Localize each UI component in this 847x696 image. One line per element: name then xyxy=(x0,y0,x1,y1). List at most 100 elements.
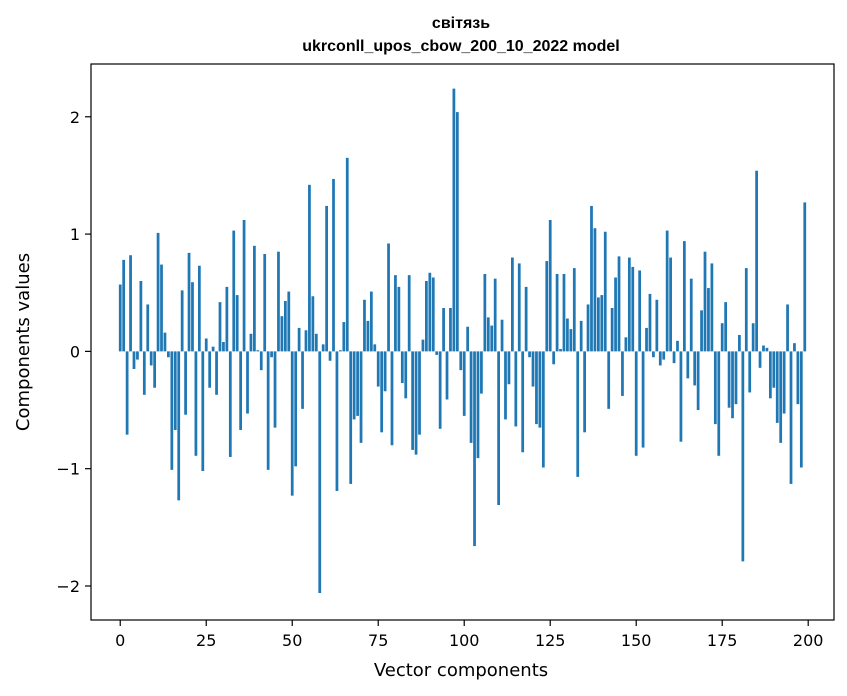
bar xyxy=(425,281,428,352)
bar xyxy=(253,245,256,352)
bar xyxy=(404,351,408,399)
bar xyxy=(421,339,425,352)
bar xyxy=(796,351,800,405)
bar xyxy=(290,351,294,496)
bar xyxy=(373,344,377,352)
bar xyxy=(191,282,194,352)
bar xyxy=(741,351,745,562)
bar xyxy=(693,351,697,386)
bar xyxy=(177,351,181,501)
bar xyxy=(717,351,721,456)
bar xyxy=(696,351,700,411)
bar xyxy=(266,351,270,470)
bar xyxy=(490,325,494,352)
bar xyxy=(621,351,624,396)
bar xyxy=(679,351,683,442)
bar xyxy=(538,351,542,428)
bar xyxy=(586,304,590,352)
bar xyxy=(703,251,707,352)
bar xyxy=(418,351,421,435)
bar xyxy=(376,351,380,387)
bar xyxy=(772,351,776,388)
bar xyxy=(686,351,690,379)
bar xyxy=(139,281,143,352)
bar xyxy=(170,351,174,470)
bar xyxy=(641,351,645,448)
bar xyxy=(342,322,346,352)
bar xyxy=(793,343,796,352)
bar xyxy=(655,299,659,352)
bar xyxy=(118,284,122,352)
bar xyxy=(218,302,222,352)
bar xyxy=(528,351,531,358)
bar xyxy=(184,351,187,415)
x-tick-label: 100 xyxy=(449,631,480,650)
bar xyxy=(514,351,518,427)
bar xyxy=(211,346,215,352)
bar xyxy=(535,351,538,425)
bar xyxy=(720,323,724,352)
bar xyxy=(486,317,490,352)
bar xyxy=(387,243,390,352)
bar xyxy=(569,329,573,352)
bar xyxy=(297,327,301,352)
bar xyxy=(617,256,621,352)
bar xyxy=(352,351,356,420)
bar xyxy=(524,286,528,352)
bar xyxy=(239,351,243,430)
bar xyxy=(438,351,442,429)
bar xyxy=(799,351,803,468)
bar xyxy=(270,351,273,358)
bar xyxy=(273,351,277,428)
bar xyxy=(627,257,631,352)
bar xyxy=(507,351,511,385)
bar xyxy=(483,273,487,352)
bar xyxy=(689,278,693,352)
bar xyxy=(469,351,473,443)
bar xyxy=(455,112,459,352)
bar xyxy=(779,351,783,443)
bar xyxy=(473,351,476,547)
bar xyxy=(256,350,260,352)
bar xyxy=(173,351,177,430)
bar xyxy=(590,205,593,352)
bar xyxy=(125,351,129,435)
bar xyxy=(466,326,470,352)
bar xyxy=(669,257,672,352)
bar xyxy=(724,302,728,352)
bar xyxy=(672,351,676,364)
bar xyxy=(782,351,786,414)
bar xyxy=(129,255,132,352)
bar xyxy=(710,263,714,352)
bar xyxy=(394,275,397,352)
bar xyxy=(748,351,752,393)
x-axis-ticks: 0 25 50 75 100 125 150 175 200 xyxy=(115,620,823,650)
bar xyxy=(428,272,432,352)
bar xyxy=(658,351,662,366)
bar xyxy=(414,351,418,455)
bar xyxy=(480,351,483,394)
bar xyxy=(583,351,586,433)
bar xyxy=(263,254,267,352)
x-tick-label: 75 xyxy=(368,631,388,650)
y-tick-label: −2 xyxy=(56,577,80,596)
bar xyxy=(731,351,734,419)
bar xyxy=(744,268,748,352)
bar xyxy=(593,228,597,352)
bar xyxy=(545,261,549,352)
bar xyxy=(318,351,322,594)
bar xyxy=(194,351,198,456)
bar xyxy=(758,351,762,368)
bar xyxy=(442,307,445,352)
bar xyxy=(359,351,363,443)
bar xyxy=(431,277,435,352)
bar xyxy=(201,351,205,472)
bar xyxy=(167,351,170,358)
bar xyxy=(301,351,304,409)
bar xyxy=(603,231,607,352)
bar xyxy=(576,351,580,477)
bar xyxy=(235,295,239,352)
bar xyxy=(246,351,249,414)
bar xyxy=(163,332,167,352)
bars-group xyxy=(118,88,807,594)
